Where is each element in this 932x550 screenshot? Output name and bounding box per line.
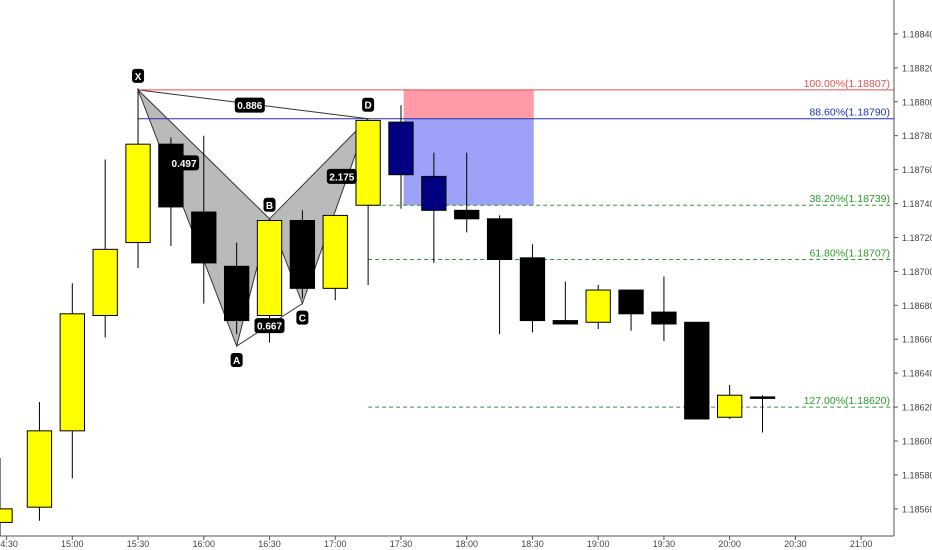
candle-body-2 [59,313,85,432]
point-label-d: D [365,101,372,112]
ratio-label-2: 0.667 [257,322,282,333]
stop-zone [403,89,534,119]
candle-body-13 [421,175,447,211]
point-label-a: A [233,356,240,367]
point-label-b: B [266,201,273,212]
point-badge-b [263,197,276,212]
time-tick-label-9: 19:00 [587,539,610,549]
time-tick-label-13: 21:00 [850,539,873,549]
time-tick-label-7: 18:00 [455,539,478,549]
price-tick-label-14: 1.18560 [902,504,932,514]
candle-body-18 [585,289,611,323]
levels-layer: 100.00%(1.18807) 88.60%(1.18790) 38.20%(1.… [138,78,894,408]
pattern-labels-layer: 0.886 0.497 0.667 2.175 X A B C D [132,68,375,368]
ratio-label-0: 0.886 [237,101,262,112]
ratio-badge-0 [234,97,265,113]
candle-body-21 [684,321,710,420]
ratio-label-1: 0.497 [172,159,197,170]
candle-body-1 [26,430,53,508]
ratio-badge-3 [326,168,357,184]
ratio-badge-2 [254,318,285,334]
price-tick-label-7: 1.18700 [902,267,932,277]
candle-body-22 [717,394,743,418]
point-badge-c [296,310,309,325]
level-label-3: 61.80%(1.18707) [809,248,890,260]
candle-body-6 [191,211,217,264]
candle-body-0 [0,508,13,523]
ratio-label-3: 2.175 [329,172,354,183]
candle-body-20 [651,311,677,325]
candles-layer [0,88,776,536]
level-label-0: 100.00%(1.18807) [804,78,890,90]
price-tick-label-8: 1.18680 [902,301,932,311]
price-tick-label-1: 1.18820 [902,63,932,73]
candle-body-10 [322,214,348,289]
candle-body-11 [355,119,381,206]
level-label-2: 38.20%(1.18739) [809,193,890,205]
candle-body-14 [454,209,480,220]
candle-body-23 [749,396,776,399]
point-label-c: C [299,314,306,325]
price-tick-label-0: 1.18840 [902,29,932,39]
time-tick-label-12: 20:30 [784,539,807,549]
price-tick-label-12: 1.18600 [902,437,932,447]
price-tick-label-9: 1.18660 [902,335,932,345]
level-label-1: 88.60%(1.18790) [809,107,890,119]
time-tick-label-1: 15:00 [61,539,84,549]
price-tick-label-2: 1.18800 [902,97,932,107]
price-tick-label-13: 1.18580 [902,470,932,480]
price-tick-label-5: 1.18740 [902,199,932,209]
time-tick-label-10: 19:30 [653,539,676,549]
candle-body-4 [125,143,151,244]
time-tick-label-4: 16:30 [258,539,281,549]
price-tick-label-4: 1.18760 [902,165,932,175]
time-tick-label-2: 15:30 [127,539,150,549]
candle-body-12 [388,121,414,176]
price-tick-label-10: 1.18640 [902,369,932,379]
price-tick-label-3: 1.18780 [902,131,932,141]
time-tick-label-11: 20:00 [718,539,741,549]
time-tick-label-6: 17:30 [390,539,413,549]
time-tick-label-3: 16:00 [193,539,216,549]
candle-body-5 [158,143,184,208]
point-badge-x [132,68,145,83]
point-badge-d [362,97,375,112]
ratio-badge-1 [169,155,200,171]
candle-body-7 [223,265,250,322]
time-tick-label-0: 14:30 [0,539,18,549]
point-label-x: X [135,72,142,83]
candle-body-8 [256,220,283,316]
candle-body-15 [486,218,513,261]
point-badge-a [230,353,243,368]
candle-body-3 [92,248,118,316]
pattern-bcd-triangle [268,118,369,306]
candle-body-17 [552,320,578,325]
price-tick-label-6: 1.18720 [902,233,932,243]
price-tick-label-11: 1.18620 [902,403,932,413]
candle-body-19 [618,289,644,315]
time-tick-label-8: 18:30 [521,539,544,549]
candle-body-9 [289,220,316,289]
candle-body-16 [519,257,546,322]
level-label-4: 127.00%(1.18620) [804,395,890,407]
time-tick-label-5: 17:00 [324,539,347,549]
